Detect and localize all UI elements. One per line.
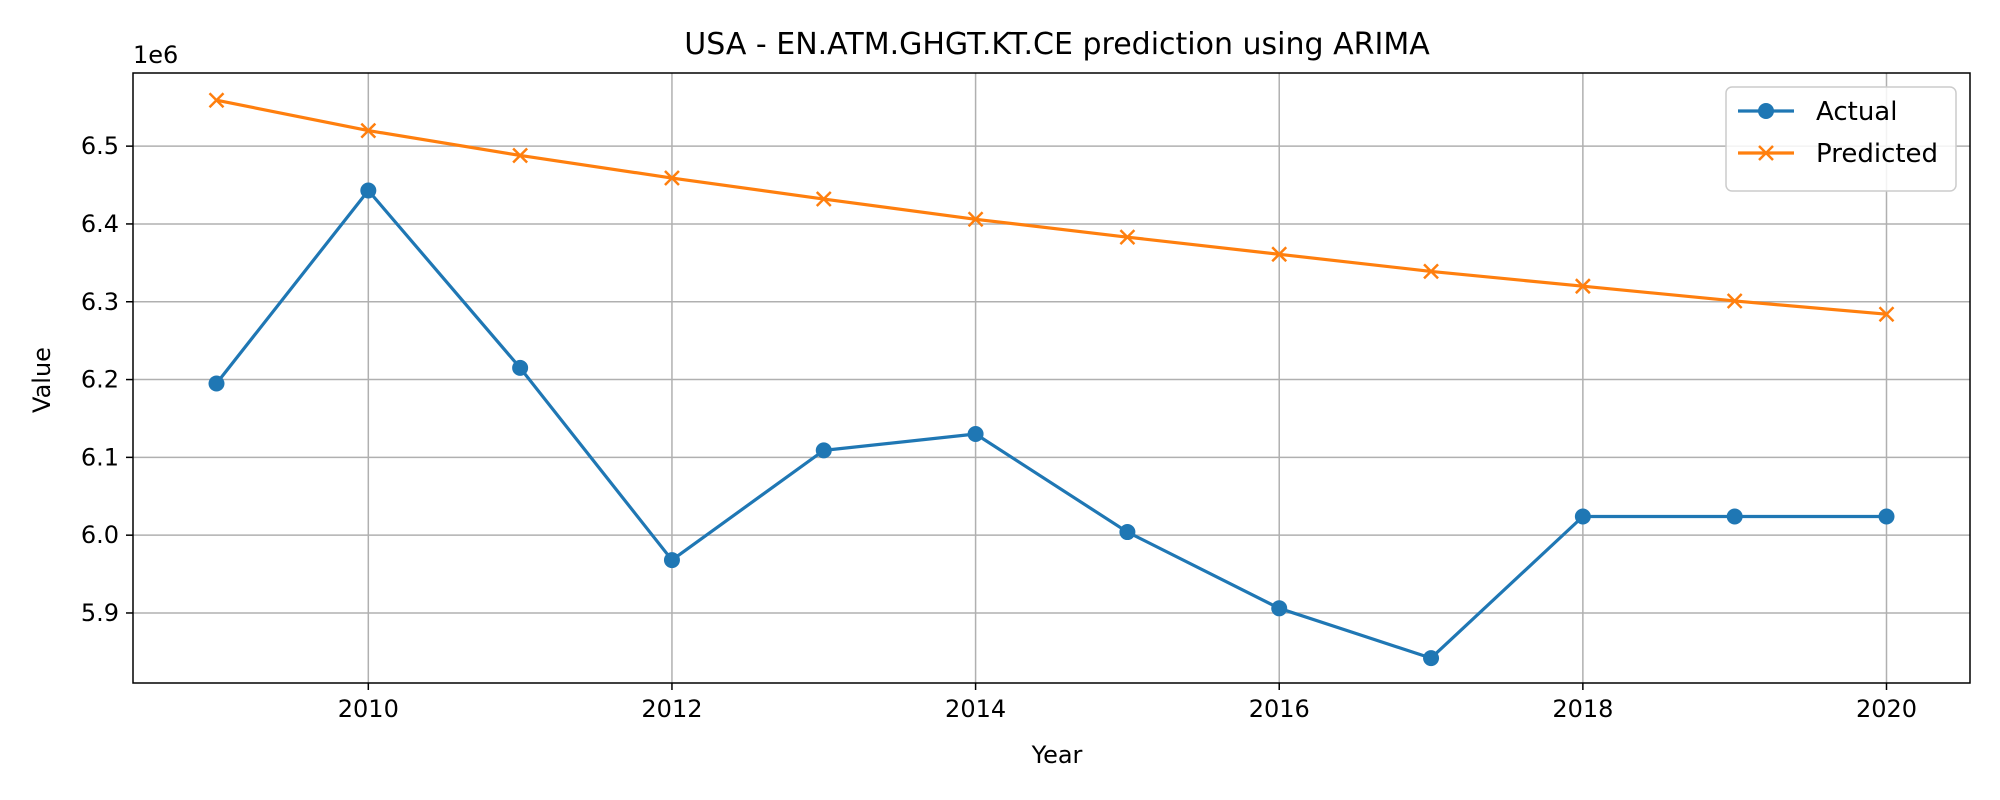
actual-data-point xyxy=(1423,650,1440,667)
actual-data-point xyxy=(967,426,984,443)
predicted-data-point xyxy=(360,122,377,139)
marker-stroke xyxy=(967,211,984,228)
marker-stroke xyxy=(664,170,680,186)
marker-stroke xyxy=(1574,278,1591,295)
predicted-series-line xyxy=(216,98,1887,316)
x-tick-label: 2010 xyxy=(338,695,399,723)
y-tick-label: 6.1 xyxy=(81,443,119,471)
predicted-data-point xyxy=(208,92,225,109)
actual-data-point xyxy=(815,442,832,459)
x-axis-label: Year xyxy=(1031,741,1083,769)
legend-item-actual: Actual xyxy=(1738,97,1897,127)
y-tick-label: 6.4 xyxy=(81,210,119,238)
y-tick-label: 6.0 xyxy=(81,521,119,549)
predicted-data-point xyxy=(664,170,680,186)
actual-data-point xyxy=(360,182,377,199)
actual-data-point xyxy=(1271,600,1288,617)
actual-data-point xyxy=(208,375,225,392)
predicted-data-point xyxy=(967,211,984,228)
marker-stroke xyxy=(1271,246,1288,263)
chart-title: USA - EN.ATM.GHGT.KT.CE prediction using… xyxy=(684,27,1430,62)
predicted-data-point xyxy=(1878,306,1895,323)
predicted-data-point xyxy=(1119,229,1136,246)
x-tick-label: 2016 xyxy=(1249,695,1310,723)
predicted-data-point xyxy=(512,147,529,164)
legend-marker xyxy=(1758,103,1774,119)
actual-data-point xyxy=(1119,524,1136,541)
marker-stroke xyxy=(1423,263,1439,280)
marker-stroke xyxy=(360,122,377,139)
y-tick-label: 6.2 xyxy=(81,366,119,394)
series-layer xyxy=(208,92,1895,667)
y-offset-label: 1e6 xyxy=(133,41,178,69)
predicted-data-point xyxy=(1271,246,1288,263)
marker-stroke xyxy=(815,191,832,207)
marker-stroke xyxy=(1119,229,1136,246)
legend: Actual Predicted xyxy=(1725,86,1957,192)
axis-ticks: 2010 2012 2014 2016 2018 2020 5.9 6.0 6.1 6.2 6.3 6… xyxy=(81,132,1917,723)
y-tick-label: 5.9 xyxy=(81,599,119,627)
y-tick-label: 6.3 xyxy=(81,288,119,316)
actual-data-point xyxy=(1574,508,1591,525)
marker-stroke xyxy=(1726,293,1743,309)
legend-item-predicted: Predicted xyxy=(1738,139,1938,169)
actual-data-point xyxy=(512,359,529,376)
actual-data-point xyxy=(1878,508,1895,525)
predicted-data-point xyxy=(815,191,832,207)
x-tick-label: 2020 xyxy=(1856,695,1917,723)
legend-box xyxy=(1725,86,1957,192)
actual-series-line xyxy=(215,188,1887,660)
plot-frame xyxy=(132,72,1971,684)
marker-stroke xyxy=(512,147,529,164)
x-tick-label: 2014 xyxy=(945,695,1006,723)
actual-data-point xyxy=(663,552,680,569)
x-tick-label: 2012 xyxy=(641,695,702,723)
y-tick-label: 6.5 xyxy=(81,132,119,160)
actual-data-point xyxy=(1726,508,1743,525)
y-axis-label: Value xyxy=(28,347,56,413)
legend-marker xyxy=(1758,145,1774,161)
legend-label: Actual xyxy=(1816,97,1897,127)
marker-stroke xyxy=(1878,306,1895,323)
legend-label: Predicted xyxy=(1816,139,1938,169)
x-tick-label: 2018 xyxy=(1552,695,1613,723)
predicted-data-point xyxy=(1574,278,1591,295)
predicted-data-point xyxy=(1423,263,1439,280)
predicted-data-point xyxy=(1726,293,1743,309)
marker-stroke xyxy=(208,92,225,109)
